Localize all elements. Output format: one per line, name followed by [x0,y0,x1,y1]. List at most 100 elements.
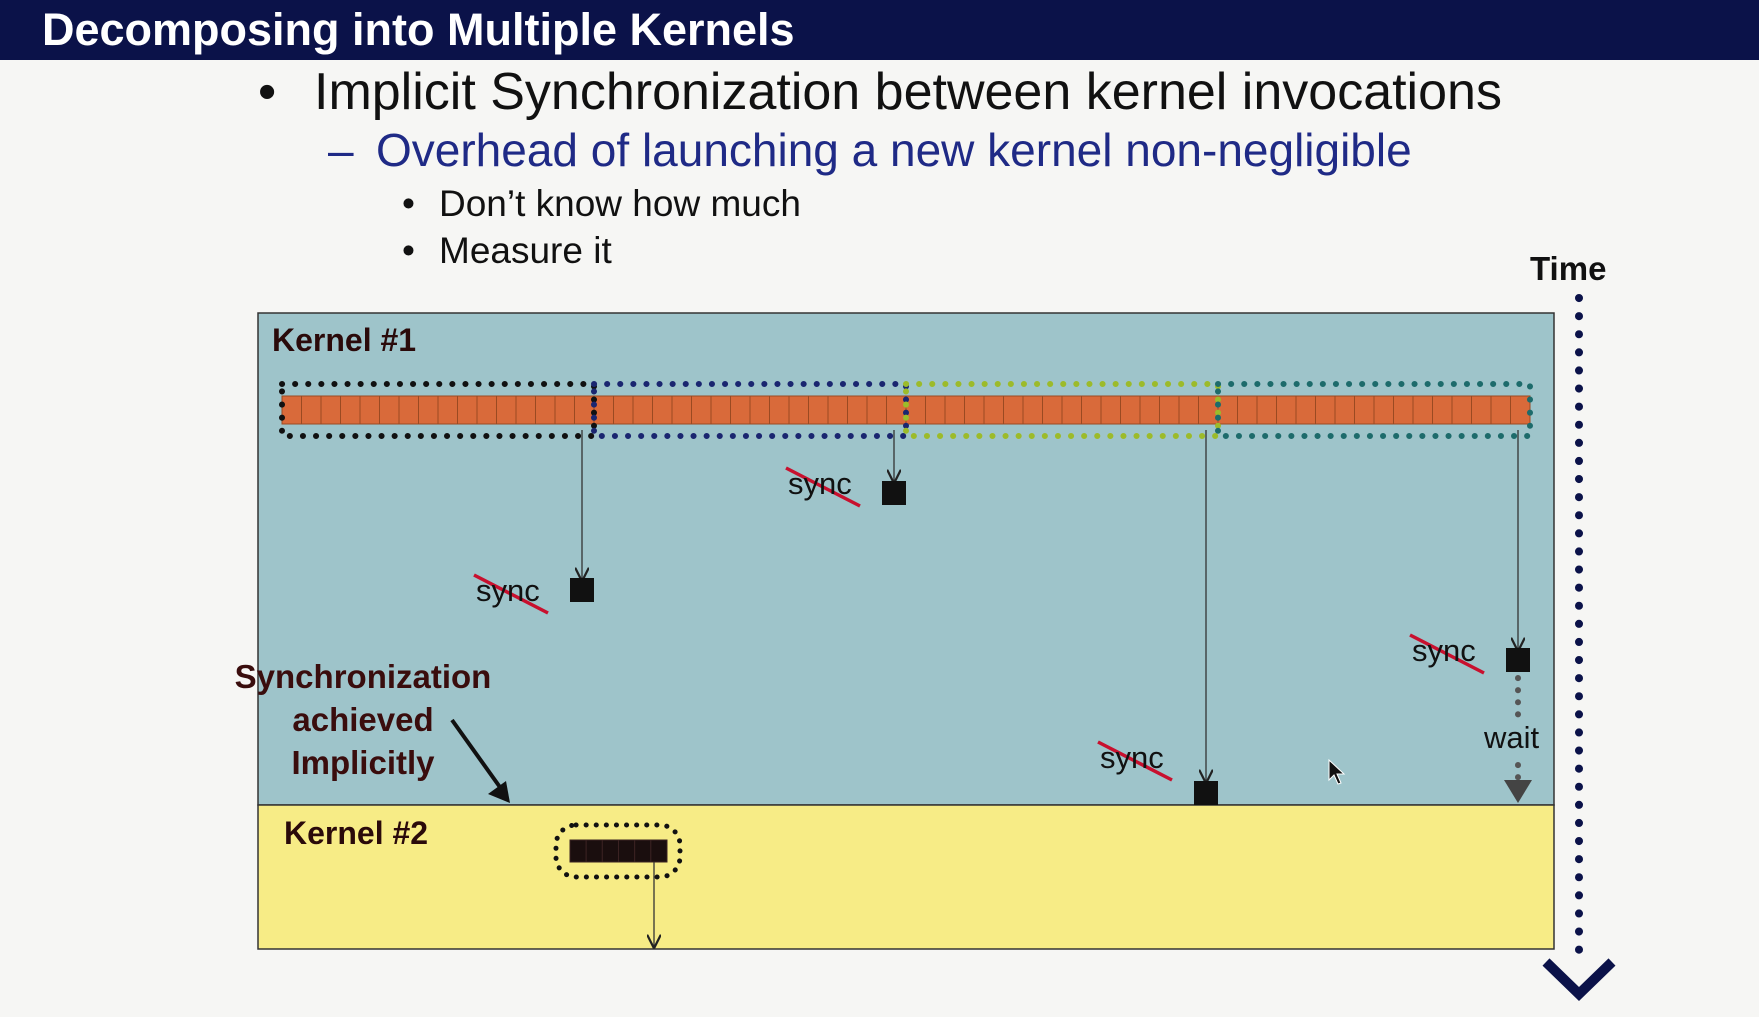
thread-cell [1139,395,1160,425]
thread-cell [964,395,985,425]
wait-label: wait [1484,720,1540,755]
thread-cell [1412,395,1433,425]
strike-3 [1097,740,1173,782]
thread-cell [925,395,946,425]
thread-cell [1178,395,1199,425]
thread-cell [1061,395,1082,425]
bullet-text: Implicit Synchronization between kernel … [314,63,1502,121]
time-arrowhead [1542,958,1616,1001]
thread-cell [476,395,497,425]
thread-cell [944,395,965,425]
thread-cell [710,395,731,425]
sync-points [570,481,1530,805]
thread-cell [788,395,809,425]
thread-cell [1451,395,1472,425]
kernel2-thread-cell [634,839,652,863]
mouse-pointer-icon [1328,758,1346,785]
thread-cell [554,395,575,425]
kernel2-thread-cells [569,839,668,863]
thread-cell [1159,395,1180,425]
thread-cell [1120,395,1141,425]
thread-cell [1393,395,1414,425]
sync-label-2: sync [788,466,852,501]
sync-strikes [473,466,1485,782]
thread-cell [437,395,458,425]
sync-note-line-3: Implicitly [291,744,435,781]
thread-cell [1471,395,1492,425]
sync-note-line-1: Synchronization [234,658,492,695]
sub-bullet-text: Overhead of launching a new kernel non-n… [376,124,1412,176]
sync-note: Synchronization achieved Implicitly [222,655,504,784]
thread-cell [1276,395,1297,425]
note-arrow [450,718,510,803]
thread-cell [613,395,634,425]
sync-square-3 [1194,781,1218,805]
strike-2 [785,466,861,508]
thread-cell [379,395,400,425]
sync-note-line-2: achieved [292,701,434,738]
kernel2-block-outline [553,822,683,880]
kernel2-thread-cell [650,839,668,863]
thread-cell [1237,395,1258,425]
thread-cell [652,395,673,425]
thread-cell [749,395,770,425]
kernel1-thread-cells [281,395,1531,425]
bullet-marker: • [402,230,415,271]
kernel2-thread-cell [569,839,587,863]
kernel1-region [257,312,1555,806]
kernel2-label: Kernel #2 [284,815,429,851]
thread-cell [730,395,751,425]
title-bar: Decomposing into Multiple Kernels [0,0,1759,60]
kernel1-label: Kernel #1 [272,322,417,358]
bullet-implicit-sync: • Implicit Synchronization between kernel… [258,60,1502,124]
bullet-marker: • [402,183,415,224]
sync-label-4: sync [1412,633,1476,668]
thread-cell [320,395,341,425]
thread-cell [1334,395,1355,425]
sync-square-4 [1506,648,1530,672]
thread-block-outline [591,381,909,439]
thread-cell [847,395,868,425]
slide-title: Decomposing into Multiple Kernels [42,4,795,55]
thread-cell [1042,395,1063,425]
thread-block-outline [279,381,597,439]
bullet-marker: • [258,63,277,121]
dash-marker: – [328,124,354,176]
kernel2-thread-cell [601,839,619,863]
thread-cell [1490,395,1511,425]
thread-cell [1081,395,1102,425]
point-dont-know: • Don’t know how much [402,182,801,226]
thread-cell [866,395,887,425]
thread-block-outline [903,381,1221,439]
thread-cell [769,395,790,425]
thread-cell [301,395,322,425]
sync-label-3: sync [1100,740,1164,775]
thread-cell [1022,395,1043,425]
thread-cell [1100,395,1121,425]
sub-bullet-overhead: – Overhead of launching a new kernel non-… [328,122,1412,178]
thread-block-outline [1215,381,1533,439]
thread-cell [827,395,848,425]
point-text: Don’t know how much [439,183,801,224]
kernel2-thread-cell [618,839,636,863]
wait-arrow [1504,675,1532,803]
thread-cell [457,395,478,425]
sync-label-1: sync [476,573,540,608]
thread-cell [671,395,692,425]
thread-cell [1354,395,1375,425]
thread-cell [1373,395,1394,425]
sync-square-2 [882,481,906,505]
strike-4 [1409,633,1485,675]
kernel2-block [553,822,683,947]
thread-cell [515,395,536,425]
thread-cell [418,395,439,425]
strike-1 [473,573,549,615]
thread-cell [691,395,712,425]
thread-cell [983,395,1004,425]
thread-cell [398,395,419,425]
thread-cell [1315,395,1336,425]
thread-cell [1003,395,1024,425]
point-text: Measure it [439,230,612,271]
thread-cell [1432,395,1453,425]
